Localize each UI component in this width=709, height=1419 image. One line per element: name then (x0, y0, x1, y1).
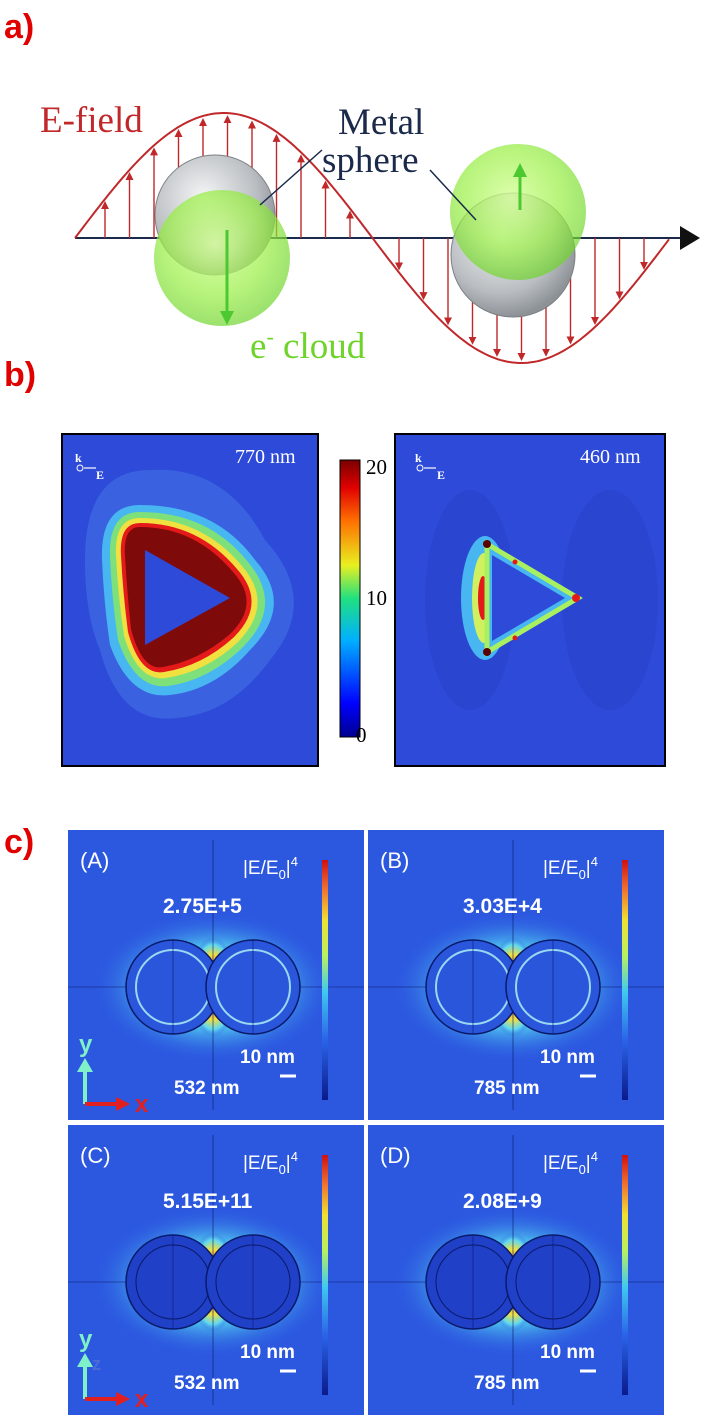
e-vector-label-right: E (437, 468, 445, 482)
panel-a-label: a) (4, 8, 34, 46)
quantity-label: |E/E0|4 (543, 854, 598, 882)
colorbar-c (622, 1155, 628, 1395)
wavelength-label: 785 nm (474, 1078, 539, 1099)
scale-bar-label: 10 nm (240, 1342, 295, 1363)
enhancement-value: 3.03E+4 (463, 895, 542, 918)
axis-x-label: x (135, 1091, 149, 1118)
electron-cloud-right (450, 144, 586, 280)
subpanel-tag: (B) (380, 848, 409, 873)
panel-c-label: c) (4, 823, 34, 861)
metal-leader-line (259, 149, 323, 206)
scale-bar-label: 10 nm (540, 1342, 595, 1363)
subpanel-tag: (C) (80, 1143, 111, 1168)
axes-triad-icon: yx (77, 1031, 149, 1118)
subpanel-tag: (D) (380, 1143, 411, 1168)
scale-bar-label: 10 nm (240, 1047, 295, 1068)
axis-arrowhead-icon (680, 226, 700, 250)
wavelength-label: 532 nm (174, 1078, 239, 1099)
e-vector-label: E (96, 468, 104, 482)
axis-y-label: y (79, 1326, 93, 1353)
efield-label: E-field (40, 100, 143, 141)
colorbar-tick-0: 0 (356, 723, 367, 747)
scale-bar-label: 10 nm (540, 1047, 595, 1068)
quantity-label: |E/E0|4 (243, 854, 298, 882)
axis-x-label: x (135, 1386, 149, 1413)
metal-label-line2: sphere (322, 140, 419, 181)
axis-y-label: y (79, 1031, 93, 1058)
k-vector-label-right: k (415, 451, 422, 465)
quantity-label: |E/E0|4 (243, 1149, 298, 1177)
colorbar-tick-10: 10 (366, 586, 387, 610)
colorbar-c (322, 1155, 328, 1395)
enhancement-value: 5.15E+11 (163, 1190, 253, 1213)
wavelength-770: 770 nm (235, 446, 296, 468)
wavelength-label: 785 nm (474, 1373, 539, 1394)
subpanel-tag: (A) (80, 848, 109, 873)
enhancement-value: 2.75E+5 (163, 895, 242, 918)
axes-triad-icon: y x z (77, 1326, 149, 1413)
metal-leader-line-right (429, 169, 477, 221)
colorbar-tick-20: 20 (366, 455, 387, 479)
wavelength-label: 532 nm (174, 1373, 239, 1394)
k-into-page-icon (76, 464, 84, 472)
electron-cloud-left (154, 190, 290, 326)
k-into-page-icon-right (416, 464, 424, 472)
colorbar-b: 20 10 0 (339, 455, 387, 747)
colorbar-c (622, 860, 628, 1100)
cloud-label: e- cloud (250, 324, 366, 367)
field-map-460: k E 460 nm (394, 433, 666, 767)
panel-b-label: b) (4, 356, 36, 394)
k-vector-label: k (75, 451, 82, 465)
wavelength-460: 460 nm (580, 446, 641, 468)
colorbar-c (322, 860, 328, 1100)
quantity-label: |E/E0|4 (543, 1149, 598, 1177)
metal-label-line1: Metal (338, 102, 424, 143)
enhancement-value: 2.08E+9 (463, 1190, 542, 1213)
field-map-770: k E 770 nm (61, 433, 319, 767)
e-field-wave (74, 112, 670, 364)
axis-z-label: z (92, 1354, 101, 1374)
